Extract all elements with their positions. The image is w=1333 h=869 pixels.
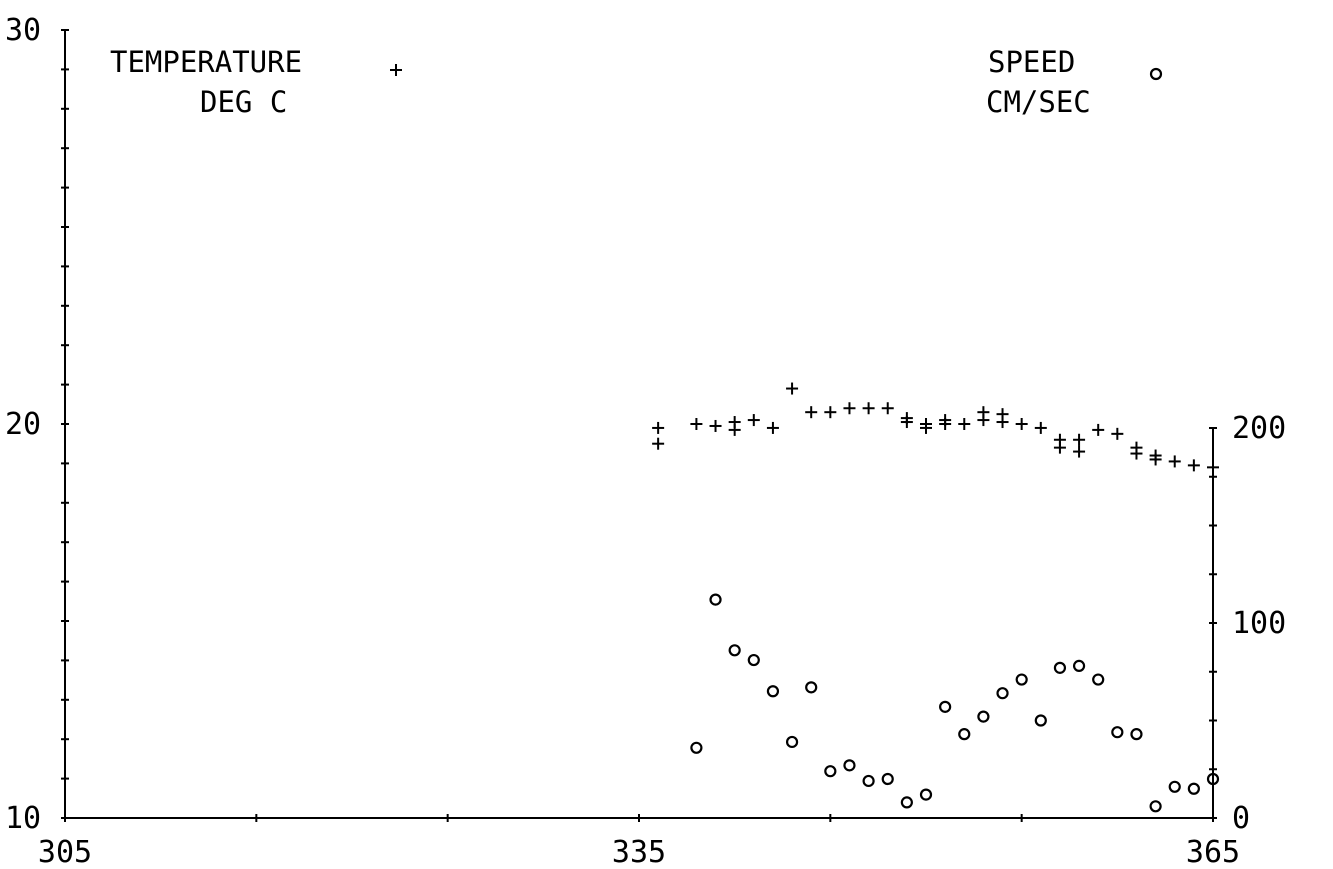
- temperature-point: [843, 402, 856, 415]
- speed-point: [958, 728, 971, 741]
- speed-point: [1072, 659, 1086, 673]
- legend-plus-icon: [390, 64, 402, 76]
- legend-speed-symbol: [1149, 67, 1163, 81]
- speed-point: [1092, 673, 1105, 686]
- temperature-point: [1092, 423, 1105, 436]
- speed-point: [1206, 772, 1220, 786]
- temperature-point: [709, 419, 722, 432]
- temperature-point: [1168, 455, 1181, 468]
- temperature-point: [958, 418, 971, 430]
- legend-temperature-unit: DEG C: [200, 85, 287, 119]
- speed-point: [1111, 726, 1124, 739]
- left-axis-tick-label: 30: [5, 13, 41, 48]
- legend-speed: SPEED CM/SEC: [986, 45, 1163, 119]
- tick-marks: [61, 29, 1217, 822]
- legend-temperature: TEMPERATURE DEG C: [110, 45, 402, 119]
- legend-circle-icon: [1149, 67, 1163, 81]
- temperature-point: [862, 402, 875, 415]
- temperature-point: [1034, 421, 1047, 434]
- temperature-point: [652, 421, 665, 434]
- temperature-point: [690, 418, 703, 430]
- speed-point: [900, 796, 913, 809]
- speed-point: [881, 772, 894, 786]
- speed-point: [728, 644, 741, 657]
- speed-point: [939, 700, 952, 713]
- speed-point: [1015, 673, 1028, 686]
- x-axis-tick-label: 365: [1186, 835, 1240, 869]
- temperature-point: [805, 406, 818, 419]
- data-marks: [652, 382, 1220, 813]
- temperature-point: [786, 382, 799, 395]
- temperature-point: [1149, 453, 1162, 466]
- tick-labels: 10 20 30 0 100 200 305 335 365: [5, 13, 1286, 869]
- speed-point: [1053, 661, 1067, 674]
- left-axis-tick-label: 10: [5, 801, 41, 836]
- temperature-point: [1053, 441, 1066, 454]
- speed-point: [747, 653, 760, 667]
- temperature-point: [824, 406, 837, 419]
- temperature-point: [996, 416, 1009, 429]
- left-axis-tick-label: 20: [5, 407, 41, 442]
- temperature-point: [1111, 427, 1124, 440]
- temperature-point: [939, 418, 952, 430]
- speed-point: [1149, 800, 1162, 813]
- temperature-point: [1207, 461, 1219, 474]
- speed-point: [919, 788, 933, 801]
- temperature-point: [977, 414, 990, 427]
- speed-point: [1187, 782, 1200, 795]
- temperature-point: [1015, 418, 1028, 430]
- temperature-point: [652, 437, 665, 450]
- temperature-point: [900, 416, 913, 429]
- speed-point: [690, 741, 703, 754]
- legend-temperature-symbol: [390, 64, 402, 76]
- speed-point: [1168, 780, 1181, 793]
- speed-point: [785, 735, 799, 749]
- temperature-point: [728, 423, 741, 436]
- speed-point: [1130, 728, 1143, 741]
- temperature-point: [766, 421, 779, 434]
- temperature-point: [920, 421, 932, 434]
- temperature-point: [881, 402, 894, 415]
- speed-point: [843, 759, 856, 772]
- speed-point: [805, 681, 818, 694]
- temperature-point: [1130, 447, 1143, 460]
- legend-speed-title: SPEED: [988, 45, 1075, 79]
- speed-point: [766, 685, 780, 698]
- legend-speed-unit: CM/SEC: [986, 85, 1091, 119]
- right-axis-tick-label: 200: [1232, 411, 1286, 446]
- speed-point: [996, 687, 1009, 700]
- temperature-point: [747, 414, 760, 427]
- speed-point: [1034, 714, 1047, 727]
- right-axis-tick-label: 0: [1232, 801, 1250, 836]
- speed-point: [709, 593, 722, 606]
- temperature-point: [1073, 445, 1086, 458]
- right-axis-tick-label: 100: [1232, 606, 1286, 641]
- speed-point: [862, 774, 875, 788]
- legend-temperature-title: TEMPERATURE: [110, 45, 302, 79]
- speed-point: [977, 710, 990, 723]
- temperature-point: [1187, 459, 1200, 472]
- temperature-point: [1073, 433, 1086, 446]
- x-axis-tick-label: 305: [38, 835, 92, 869]
- x-axis-tick-label: 335: [612, 835, 666, 869]
- speed-point: [824, 765, 837, 778]
